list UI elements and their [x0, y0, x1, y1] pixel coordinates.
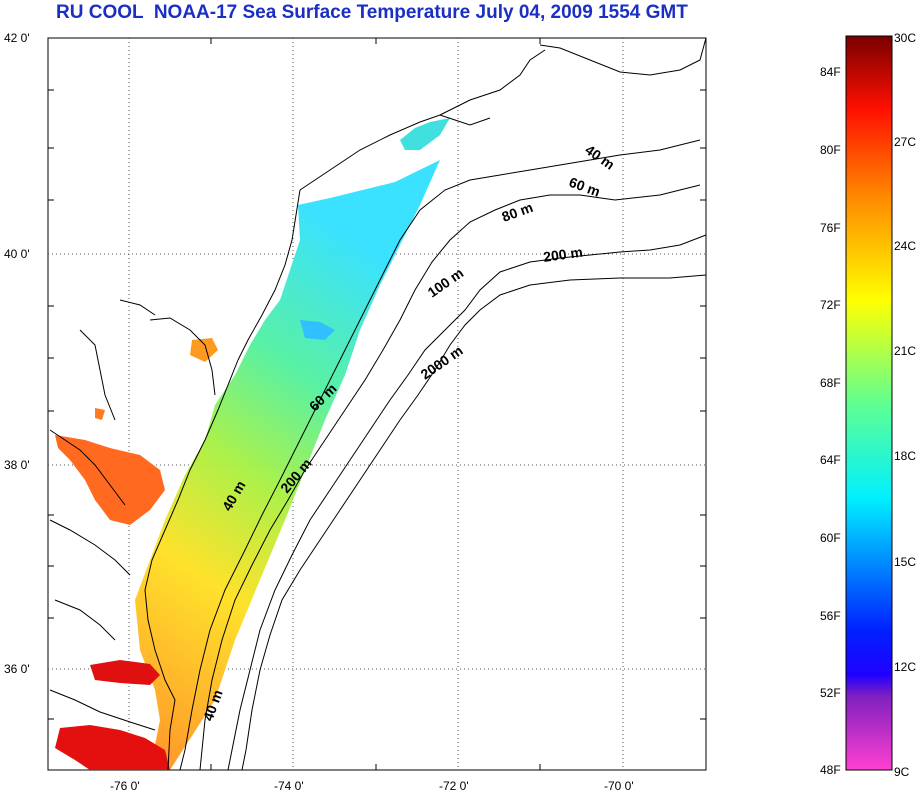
- lon-label-70: -70 0': [604, 779, 634, 793]
- cb-f-60: 60F: [820, 531, 841, 545]
- lat-label-38: 38 0': [4, 458, 30, 472]
- cb-c-21: 21C: [894, 344, 916, 358]
- cb-f-48: 48F: [820, 763, 841, 777]
- lat-label-40: 40 0': [4, 247, 30, 261]
- cb-c-9: 9C: [894, 765, 910, 779]
- cb-c-27: 27C: [894, 135, 916, 149]
- latitude-labels: 42 0' 40 0' 38 0' 36 0': [4, 31, 30, 676]
- colorbar-f-labels: 84F 80F 76F 72F 68F 64F 60F 56F 52F 48F: [820, 65, 841, 777]
- lat-label-42: 42 0': [4, 31, 30, 45]
- longitude-labels: -76 0' -74 0' -72 0' -70 0': [110, 779, 634, 793]
- coastline: [49, 37, 707, 771]
- cb-c-15: 15C: [894, 555, 916, 569]
- cb-f-84: 84F: [820, 65, 841, 79]
- cb-f-72: 72F: [820, 298, 841, 312]
- frame-ticks: [48, 38, 706, 770]
- chart-title: RU COOL NOAA-17 Sea Surface Temperature …: [56, 2, 688, 23]
- cb-f-64: 64F: [820, 453, 841, 467]
- lon-label-74: -74 0': [274, 779, 304, 793]
- cb-c-24: 24C: [894, 239, 916, 253]
- cb-f-56: 56F: [820, 609, 841, 623]
- colorbar: [845, 35, 893, 771]
- bathymetry-contours: [179, 139, 707, 771]
- cb-f-76: 76F: [820, 221, 841, 235]
- colorbar-c-labels: 30C 27C 24C 21C 18C 15C 12C 9C: [894, 31, 916, 779]
- cb-f-80: 80F: [820, 143, 841, 157]
- cb-f-68: 68F: [820, 376, 841, 390]
- cb-c-18: 18C: [894, 449, 916, 463]
- cb-c-12: 12C: [894, 660, 916, 674]
- cb-c-30: 30C: [894, 31, 916, 45]
- cb-f-52: 52F: [820, 686, 841, 700]
- lat-label-36: 36 0': [4, 662, 30, 676]
- lon-label-76: -76 0': [110, 779, 140, 793]
- contour-label-200m-north: 200 m: [542, 244, 584, 265]
- lon-label-72: -72 0': [439, 779, 469, 793]
